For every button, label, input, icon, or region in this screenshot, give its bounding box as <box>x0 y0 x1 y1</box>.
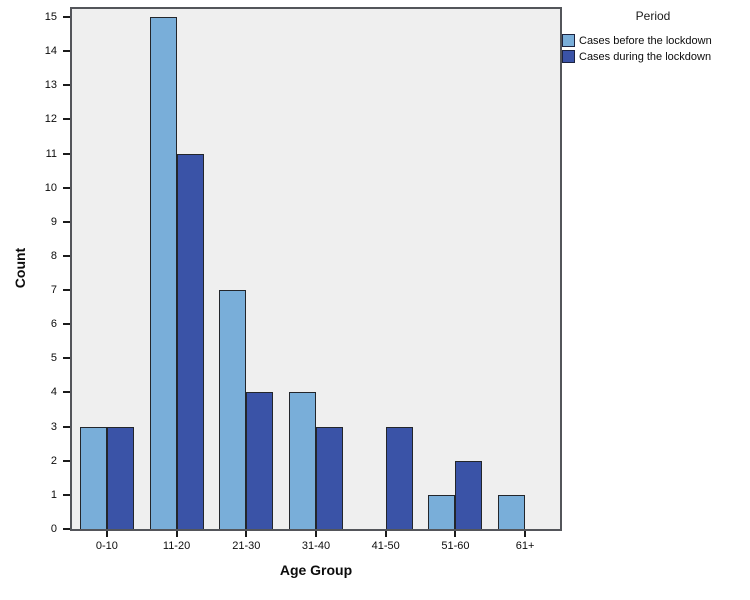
legend-swatch-before-icon <box>562 34 575 47</box>
x-axis: 0-10 11-20 21-30 31-40 41-50 51-60 61+ <box>72 531 560 563</box>
x-tick <box>524 531 527 537</box>
y-tick-label: 12 <box>44 113 57 126</box>
y-tick-label: 3 <box>50 420 57 433</box>
y-tick <box>63 84 70 87</box>
y-tick-label: 11 <box>45 147 57 160</box>
bar-21-30-during <box>246 392 274 529</box>
legend-label-during: Cases during the lockdown <box>579 50 712 63</box>
bar-61+-before <box>498 494 526 529</box>
y-tick-label: 8 <box>50 249 57 262</box>
y-tick-label: 2 <box>50 454 57 467</box>
plot-area <box>70 7 562 531</box>
y-tick <box>63 357 70 360</box>
y-tick <box>63 289 70 292</box>
x-tick <box>105 531 108 537</box>
y-tick <box>63 323 70 326</box>
y-tick-label: 7 <box>50 284 57 297</box>
x-tick <box>315 531 317 537</box>
y-tick <box>63 50 70 53</box>
legend-item-during: Cases during the lockdown <box>562 50 748 63</box>
y-tick-label: 5 <box>50 352 57 365</box>
legend-item-before: Cases before the lockdown <box>562 34 748 47</box>
x-tick-label: 21-30 <box>232 540 261 552</box>
bar-11-20-before <box>149 17 177 529</box>
bar-21-30-before <box>219 290 247 529</box>
x-tick-label: 0-10 <box>95 540 118 552</box>
x-axis-title: Age Group <box>279 562 353 578</box>
y-tick <box>63 391 70 394</box>
y-tick <box>63 118 70 121</box>
bar-11-20-during <box>176 153 204 529</box>
x-tick-label: 51-60 <box>441 540 470 552</box>
y-tick <box>63 152 70 155</box>
x-tick <box>454 531 457 537</box>
bar-0-10-before <box>79 426 107 529</box>
x-tick-label: 31-40 <box>301 540 331 552</box>
x-tick-label: 41-50 <box>371 540 400 552</box>
y-tick-label: 1 <box>50 488 57 501</box>
y-tick-label: 13 <box>44 79 57 92</box>
legend-label-before: Cases before the lockdown <box>579 34 712 47</box>
legend-title: Period <box>635 9 671 23</box>
y-tick <box>63 254 70 257</box>
y-tick-label: 9 <box>50 215 57 228</box>
y-tick <box>63 528 70 530</box>
y-axis: 0 1 2 3 4 5 6 7 8 9 10 11 12 13 14 15 <box>0 9 70 535</box>
bar-31-40-before <box>289 392 316 529</box>
bar-0-10-during <box>106 426 134 529</box>
y-tick-label: 15 <box>44 11 57 23</box>
y-tick <box>63 459 70 462</box>
y-tick-label: 6 <box>50 318 57 331</box>
x-tick <box>245 531 248 537</box>
legend-swatch-during-icon <box>562 50 575 63</box>
bar-31-40-during <box>316 426 343 529</box>
bar-51-60-during <box>455 460 483 529</box>
y-tick <box>63 220 70 223</box>
x-tick <box>175 531 178 537</box>
y-tick-label: 0 <box>50 523 57 535</box>
y-tick <box>63 425 70 428</box>
x-tick-label: 11-20 <box>162 540 191 552</box>
x-tick-label: 61+ <box>515 540 535 552</box>
bar-51-60-before <box>428 494 456 529</box>
y-tick-label: 10 <box>44 181 57 194</box>
x-tick <box>384 531 387 537</box>
y-tick <box>63 493 70 496</box>
y-tick <box>63 186 70 189</box>
y-tick <box>63 16 70 18</box>
bar-41-50-during <box>385 426 413 529</box>
y-tick-label: 14 <box>44 45 57 58</box>
y-tick-label: 4 <box>50 386 57 399</box>
legend: Period Cases before the lockdown Cases d… <box>558 9 748 66</box>
